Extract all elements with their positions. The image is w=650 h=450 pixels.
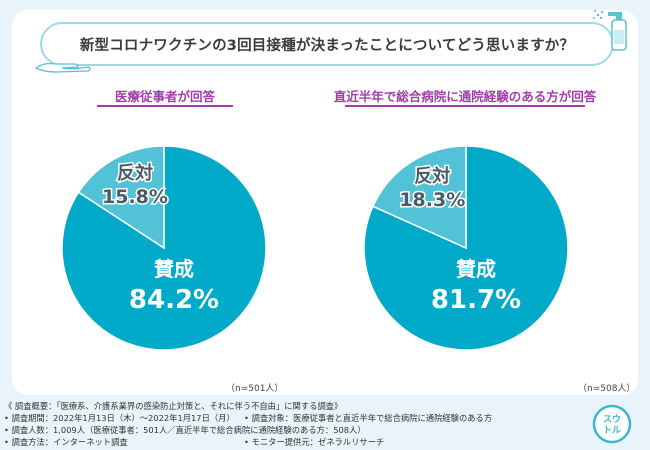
logo-text-line2: トル (603, 425, 621, 436)
pie-value-disagree: 15.8% (102, 186, 168, 208)
sample-size-left: （n=501人） (226, 384, 284, 394)
survey-overview: 《 調査概要：「医療系、介護系業界の感染防止対策と、それに伴う不自由」に関する調… (4, 401, 343, 411)
pie-value-agree: 84.2% (129, 285, 219, 315)
chart-title-right: 直近半年で総合病院に通院経験のある方が回答 (333, 89, 597, 104)
pie-label-disagree: 反対 (117, 162, 153, 184)
pie-chart-right: 賛成 81.7% 反対 18.3% (363, 145, 569, 351)
survey-count: • 調査人数：1,009人（医療従事者：501人／直近半年で総合病院に通院経験の… (4, 425, 366, 435)
hand-icon (34, 62, 91, 73)
survey-method: • 調査方法：インターネット調査 (4, 437, 128, 447)
page-title: 新型コロナワクチンの3回目接種が決まったことについてどう思いますか？ (79, 37, 575, 54)
sutoru-logo: スウ トル (592, 404, 632, 444)
pie-slice-disagree (371, 145, 467, 250)
pie-slice-agree (61, 145, 267, 351)
survey-provider: • モニター提供元：ゼネラルリサーチ (244, 437, 385, 447)
pie-chart-left: 賛成 84.2% 反対 15.8% (61, 145, 267, 351)
pie-label-agree: 賛成 (154, 257, 194, 281)
survey-period: • 調査期間：2022年1月13日（木）〜2022年1月17日（月） (4, 413, 235, 423)
title-bar: 新型コロナワクチンの3回目接種が決まったことについてどう思いますか？ (40, 22, 614, 66)
chart-title-left: 医療従事者が回答 (114, 89, 215, 104)
pie-value-agree: 81.7% (431, 285, 521, 315)
pie-label-agree: 賛成 (456, 257, 496, 281)
spray-bottle-icon (593, 10, 627, 51)
pie-value-disagree: 18.3% (399, 189, 465, 211)
pie-label-disagree: 反対 (414, 165, 450, 187)
sample-size-right: （n=508人） (578, 384, 636, 394)
chart-title-right-underline (345, 105, 585, 107)
logo-text-line1: スウ (603, 414, 621, 425)
pie-slice-agree (363, 145, 569, 351)
survey-footer: 《 調査概要：「医療系、介護系業界の感染防止対策と、それに伴う不自由」に関する調… (4, 400, 564, 448)
chart-title-left-underline (97, 105, 233, 107)
pie-slice-disagree (77, 145, 165, 250)
survey-target: • 調査対象：医療従事者と直近半年で総合病院に通院経験のある方 (244, 413, 493, 423)
